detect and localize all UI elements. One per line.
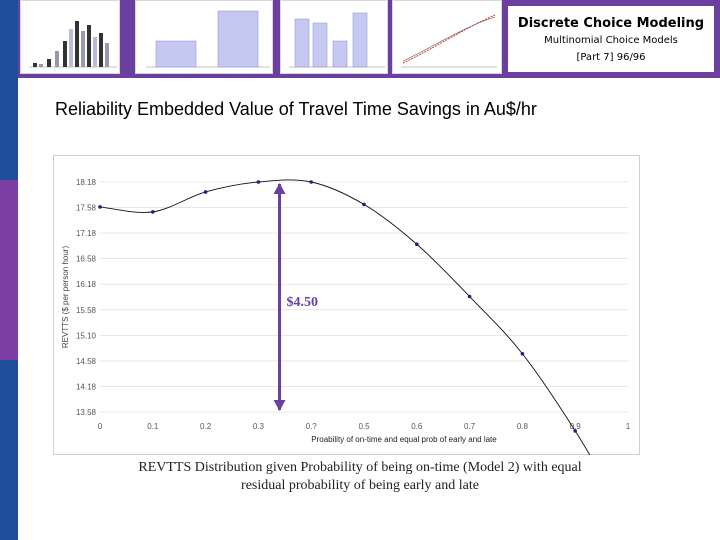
thumbnail-bar-chart-1 [20, 0, 120, 74]
series-line [99, 179, 629, 521]
x-tick-label: 0.8 [517, 422, 529, 431]
x-tick-label: 0.2 [200, 422, 212, 431]
y-tick-label: 13.58 [76, 408, 97, 417]
thumbnail-bars-icon [289, 12, 385, 68]
chart-caption-line-1: REVTTS Distribution given Probability of… [138, 460, 582, 475]
data-point [151, 210, 155, 214]
course-title: Discrete Choice Modeling [517, 16, 705, 31]
x-tick-label: 0.9 [570, 422, 582, 431]
y-tick-label: 18.18 [76, 178, 97, 187]
annotation-arrow-head-bottom [273, 400, 286, 411]
x-tick-label: 0.3 [253, 422, 265, 431]
thumbnail-line-icon [401, 14, 497, 68]
revtts-chart: 18.18 17.58 17.18 16.58 16.18 15.58 15.10 14.58… [53, 155, 640, 523]
chart-caption-line-2: residual probability of being early and … [241, 478, 479, 493]
slide-reference: [Part 7] 96/96 [576, 52, 646, 63]
thumbnail-bar-chart-3 [280, 0, 388, 74]
y-tick-label: 15.58 [76, 306, 97, 315]
thumbnail-bars-icon [146, 10, 270, 68]
y-tick-label: 17.58 [76, 204, 97, 213]
y-tick-label: 16.58 [76, 255, 97, 264]
left-sidebar [0, 0, 18, 540]
chart-frame [53, 155, 640, 455]
data-point [309, 180, 314, 184]
thumbnail-bars-icon [29, 21, 117, 68]
slide-heading: Reliability Embedded Value of Travel Tim… [55, 99, 537, 119]
sidebar-segment-purple [0, 180, 18, 360]
course-subtitle: Multinomial Choice Models [544, 35, 678, 46]
y-tick-label: 14.58 [76, 357, 97, 366]
y-tick-label: 14.18 [76, 382, 97, 391]
data-point [520, 351, 525, 356]
sidebar-segment-blue-top [0, 0, 18, 180]
data-point [573, 429, 577, 433]
data-point [256, 180, 261, 184]
x-tick-label: 0.1 [147, 422, 159, 431]
data-point [203, 190, 208, 194]
data-point [467, 294, 472, 299]
y-tick-label: 16.18 [76, 280, 97, 289]
x-tick-label: 0.6 [411, 422, 423, 431]
revtts-chart-svg: 18.18 17.58 17.18 16.58 16.18 15.58 15.10 14.58… [53, 155, 640, 523]
data-point [98, 205, 102, 209]
chart-caption: REVTTS Distribution given Probability of… [110, 459, 610, 495]
thumbnail-line-chart [392, 0, 502, 74]
y-tick-label: 17.18 [76, 229, 97, 238]
x-tick-label: 0.7 [464, 422, 476, 431]
thumbnail-bar-chart-2 [135, 0, 273, 74]
x-tick-label: 1 [626, 422, 631, 431]
annotation-label: $4.50 [287, 295, 319, 310]
data-point [415, 242, 419, 247]
data-point [362, 202, 366, 207]
course-title-box: Discrete Choice Modeling Multinomial Cho… [506, 4, 716, 74]
x-tick-label: 0.? [306, 422, 318, 431]
x-tick-label: 0.5 [358, 422, 370, 431]
x-axis-label: Proability of on-time and equal prob of … [311, 435, 497, 444]
sidebar-segment-blue-bottom [0, 360, 18, 540]
y-tick-label: 15.10 [76, 331, 97, 340]
y-axis-label: REVTTS ($ per person hour) [61, 246, 70, 349]
annotation-arrow-head-top [273, 183, 286, 194]
x-tick-label: 0 [98, 422, 103, 431]
